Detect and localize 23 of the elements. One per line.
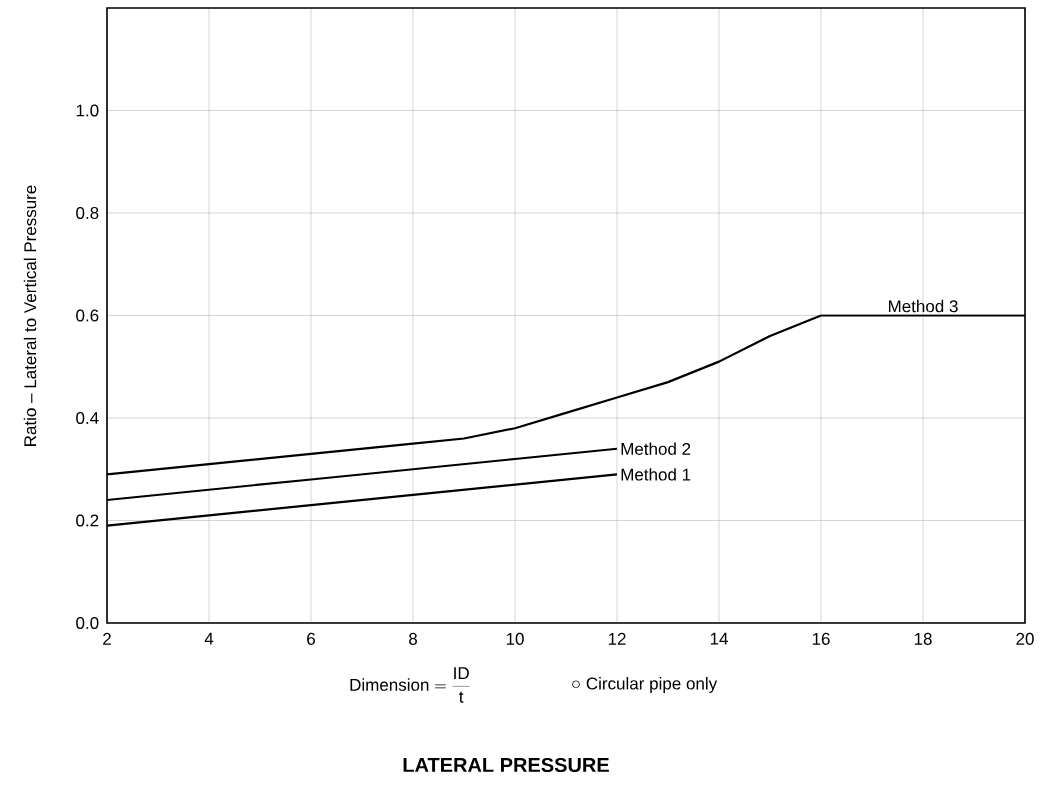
series-label: Method 2 bbox=[621, 442, 691, 455]
series-label: Method 1 bbox=[621, 468, 691, 481]
y-tick-label: 0.8 bbox=[76, 206, 99, 220]
y-tick-label: 0.6 bbox=[76, 309, 99, 322]
y-tick-label: 0.2 bbox=[76, 514, 99, 527]
y-tick-label: 0.4 bbox=[76, 411, 99, 425]
x-tick-label: 10 bbox=[506, 632, 524, 645]
x-tick-label: 6 bbox=[307, 632, 315, 645]
x-tick-label: 12 bbox=[608, 632, 626, 645]
x-tick-label: 2 bbox=[103, 632, 111, 645]
y-axis-title: Ratio – Lateral to Vertical Pressure bbox=[23, 185, 37, 446]
y-tick-label: 0.0 bbox=[76, 616, 99, 630]
x-tick-label: 14 bbox=[710, 632, 728, 645]
x-tick-label: 20 bbox=[1016, 632, 1034, 645]
x-tick-label: 18 bbox=[914, 632, 932, 645]
x-tick-label: 4 bbox=[204, 632, 214, 645]
series-label: Method 3 bbox=[888, 299, 958, 313]
text: ○ Circular pipe only bbox=[572, 677, 718, 693]
x-axis-title: $\mathrm{Dimension} = \frac{\mathrm{ID}}{\mathrm{t}}$ bbox=[350, 667, 470, 703]
y-tick-label: 1.0 bbox=[76, 104, 99, 117]
text: LATERAL PRESSURE bbox=[403, 757, 609, 773]
x-tick-label: 16 bbox=[812, 632, 830, 645]
x-tick-label: 8 bbox=[409, 632, 417, 645]
